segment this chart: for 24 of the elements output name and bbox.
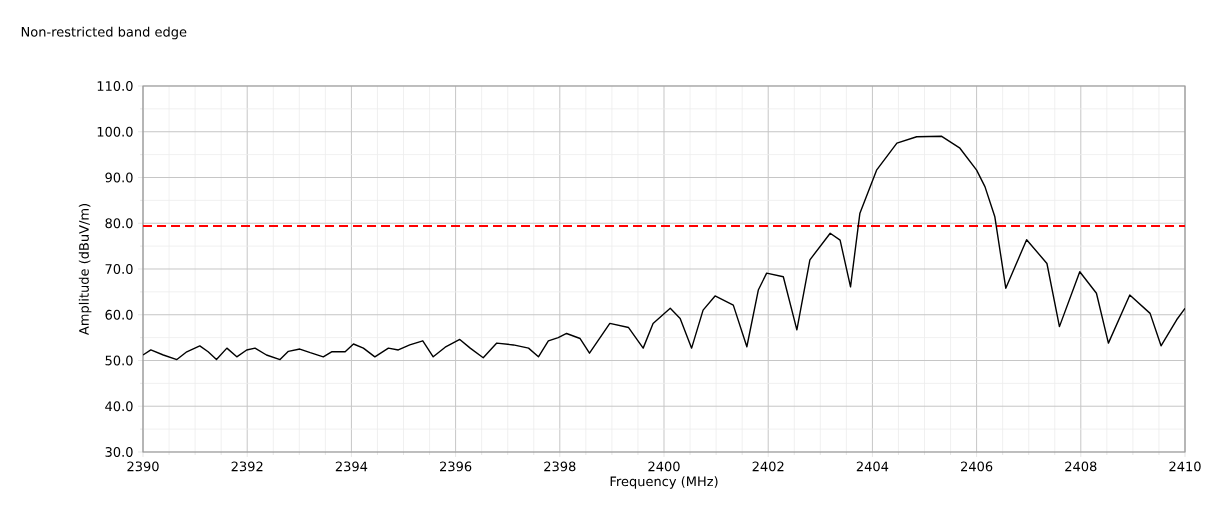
y-tick-label: 90.0 [105, 172, 133, 183]
y-tick-label: 40.0 [105, 401, 133, 412]
x-tick-label: 2410 [1169, 461, 1201, 472]
y-tick-label: 110.0 [97, 81, 133, 91]
y-tick-label: 70.0 [105, 264, 133, 274]
y-tick-label: 60.0 [105, 309, 133, 320]
x-tick-label: 2392 [231, 461, 263, 472]
x-tick-label: 2404 [856, 461, 889, 472]
chart-title: Non-restricted band edge [21, 26, 187, 40]
x-tick-label: 2406 [961, 461, 993, 472]
x-tick-label: 2390 [127, 461, 159, 472]
x-tick-label: 2402 [752, 461, 784, 472]
y-tick-label: 30.0 [105, 447, 133, 457]
x-axis-title: Frequency (MHz) [610, 476, 718, 489]
y-axis-title: Amplitude (dBuV/m) [78, 203, 92, 335]
y-tick-label: 50.0 [105, 355, 133, 366]
y-tick-label: 100.0 [97, 126, 133, 137]
x-tick-label: 2398 [544, 461, 576, 472]
line-series [143, 135, 1186, 361]
x-tick-label: 2396 [440, 461, 472, 472]
x-tick-label: 2400 [648, 461, 680, 472]
y-tick-label: 80.0 [105, 218, 133, 229]
x-tick-label: 2408 [1065, 461, 1097, 472]
x-tick-label: 2394 [335, 461, 368, 472]
